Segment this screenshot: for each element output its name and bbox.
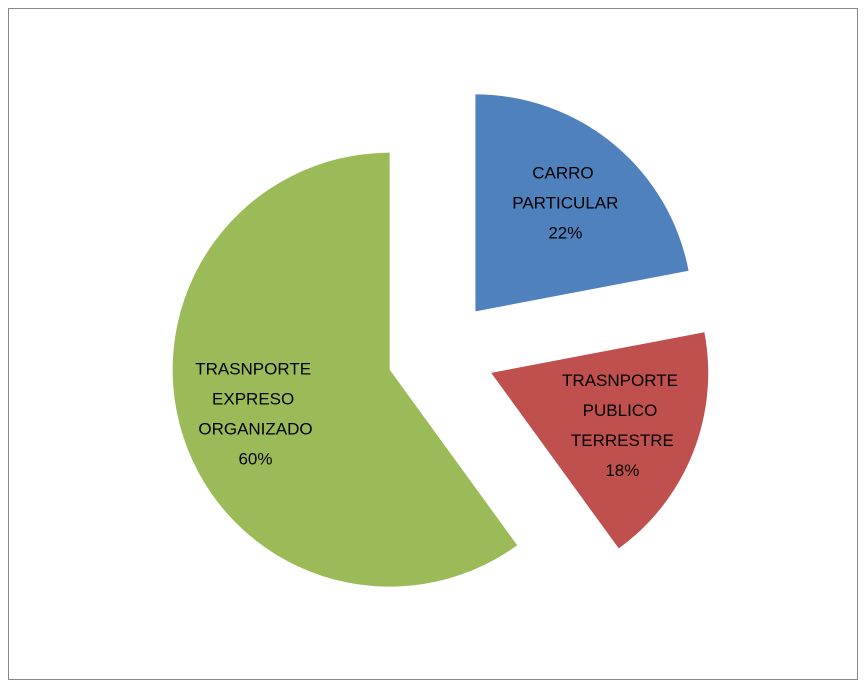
label-line: PUBLICO: [583, 401, 662, 420]
label-line: CARRO: [532, 164, 598, 183]
pie-slice: [491, 332, 709, 549]
label-line: EXPRESO: [212, 389, 299, 408]
pie-slice: [172, 152, 518, 587]
slice-label: TRASNPORTE PUBLICO TERRESTRE: [562, 371, 683, 450]
slice-label: CARRO PARTICULAR: [512, 164, 618, 213]
label-line: PARTICULAR: [512, 194, 618, 213]
pie-slice: [475, 94, 689, 312]
label-line: TERRESTRE: [571, 431, 674, 450]
slice-value-label: 22%: [548, 224, 582, 243]
slice-label: TRASNPORTE EXPRESO ORGANIZADO: [195, 359, 316, 438]
slice-value-label: 18%: [605, 461, 639, 480]
label-line: ORGANIZADO: [198, 419, 312, 438]
label-line: TRASNPORTE: [562, 371, 683, 390]
label-line: TRASNPORTE: [195, 359, 316, 378]
slice-value-label: 60%: [238, 449, 272, 468]
